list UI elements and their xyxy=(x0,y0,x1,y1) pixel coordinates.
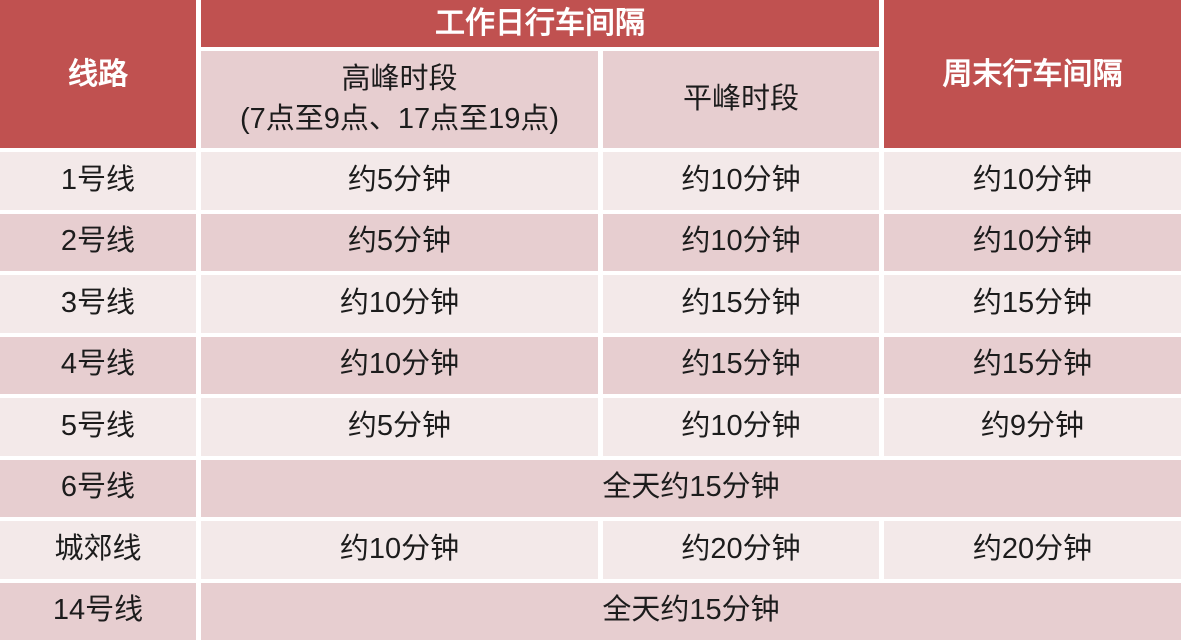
peak-hours-label: 高峰时段 xyxy=(341,63,458,96)
weekend-interval-cell: 约15分钟 xyxy=(884,275,1181,333)
peak-hours-header: 高峰时段 (7点至9点、17点至19点) xyxy=(201,51,598,148)
weekend-interval-cell: 约15分钟 xyxy=(884,336,1181,394)
weekend-interval-header: 周末行车间隔 xyxy=(884,0,1181,148)
offpeak-interval-cell: 约15分钟 xyxy=(603,336,879,394)
weekend-interval-cell: 约10分钟 xyxy=(884,213,1181,271)
line-name-cell: 3号线 xyxy=(0,275,196,333)
peak-interval-cell: 约5分钟 xyxy=(201,152,598,210)
peak-interval-cell: 约10分钟 xyxy=(201,275,598,333)
line-name-cell: 4号线 xyxy=(0,336,196,394)
weekend-interval-cell: 约9分钟 xyxy=(884,398,1181,456)
peak-interval-cell: 约10分钟 xyxy=(201,336,598,394)
offpeak-interval-cell: 约20分钟 xyxy=(603,521,879,579)
peak-interval-cell: 约5分钟 xyxy=(201,398,598,456)
line-name-cell: 2号线 xyxy=(0,213,196,271)
line-column-header: 线路 xyxy=(0,0,196,148)
offpeak-interval-cell: 约10分钟 xyxy=(603,213,879,271)
weekday-interval-group-header: 工作日行车间隔 xyxy=(201,0,879,47)
weekend-interval-cell: 约10分钟 xyxy=(884,152,1181,210)
line-name-cell: 6号线 xyxy=(0,459,196,517)
line-name-cell: 5号线 xyxy=(0,398,196,456)
offpeak-interval-cell: 约10分钟 xyxy=(603,152,879,210)
all-day-interval-cell: 全天约15分钟 xyxy=(201,459,1181,517)
peak-interval-cell: 约5分钟 xyxy=(201,213,598,271)
offpeak-interval-cell: 约10分钟 xyxy=(603,398,879,456)
peak-interval-cell: 约10分钟 xyxy=(201,521,598,579)
offpeak-interval-cell: 约15分钟 xyxy=(603,275,879,333)
weekend-interval-cell: 约20分钟 xyxy=(884,521,1181,579)
peak-hours-time-range: (7点至9点、17点至19点) xyxy=(239,102,560,135)
line-name-cell: 1号线 xyxy=(0,152,196,210)
line-name-cell: 城郊线 xyxy=(0,521,196,579)
offpeak-hours-header: 平峰时段 xyxy=(603,51,879,148)
all-day-interval-cell: 全天约15分钟 xyxy=(201,582,1181,640)
line-name-cell: 14号线 xyxy=(0,582,196,640)
